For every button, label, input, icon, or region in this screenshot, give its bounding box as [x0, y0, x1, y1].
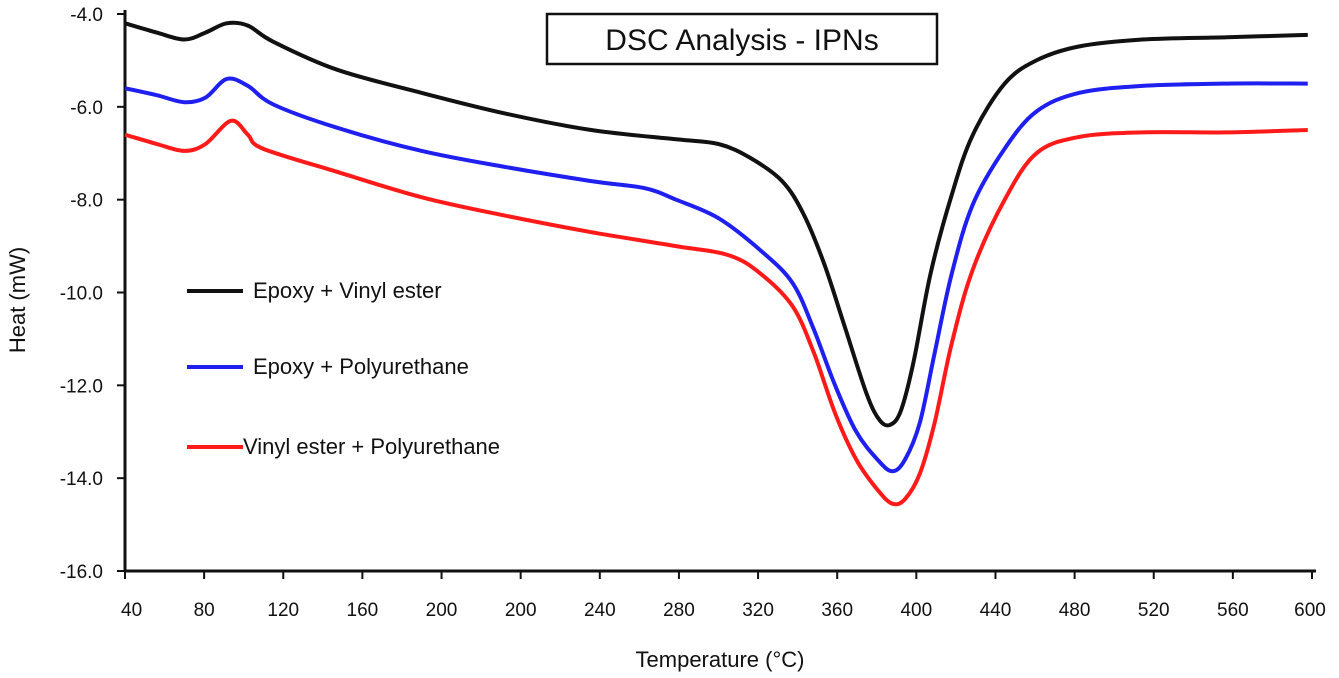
x-tick-label: 400	[900, 600, 932, 621]
legend-label-vinyl-ester-polyurethane: Vinyl ester + Polyurethane	[243, 434, 500, 459]
legend-label-epoxy-polyurethane: Epoxy + Polyurethane	[253, 354, 469, 379]
x-tick-label: 160	[347, 600, 379, 621]
x-tick-label: 40	[121, 600, 142, 621]
y-tick-label: -4.0	[70, 5, 103, 26]
series-layer	[124, 20, 1308, 507]
y-axis-title: Heat (mW)	[5, 247, 30, 353]
x-axis-ticks: 40 80 120 160 200 200 240 280 320 360 400 440 480 520…	[121, 571, 1326, 621]
x-tick-label: 200	[426, 600, 458, 621]
y-tick-label: -12.0	[60, 376, 103, 397]
series-line-epoxy-polyurethane	[124, 76, 1308, 474]
y-tick-label: -16.0	[60, 562, 103, 583]
x-tick-label: 240	[584, 600, 616, 621]
x-tick-label: 120	[267, 600, 299, 621]
y-tick-label: -8.0	[70, 191, 103, 212]
legend: Epoxy + Vinyl ester Epoxy + Polyurethane…	[187, 278, 500, 459]
x-tick-label: 200	[505, 600, 537, 621]
x-tick-label: 360	[821, 600, 853, 621]
x-tick-label: 320	[742, 600, 774, 621]
series-line-epoxy-vinyl-ester	[124, 20, 1308, 428]
x-tick-label: 520	[1138, 600, 1170, 621]
y-tick-label: -10.0	[60, 284, 103, 305]
y-tick-label: -6.0	[70, 98, 103, 119]
y-tick-label: -14.0	[60, 469, 103, 490]
x-axis-title: Temperature (°C)	[636, 647, 805, 672]
x-tick-label: 480	[1059, 600, 1091, 621]
x-tick-label: 560	[1217, 600, 1249, 621]
chart-title: DSC Analysis - IPNs	[605, 24, 878, 57]
x-tick-label: 280	[663, 600, 695, 621]
legend-label-epoxy-vinyl-ester: Epoxy + Vinyl ester	[253, 278, 442, 303]
y-axis-ticks: -4.0 -6.0 -8.0 -10.0 -12.0 -14.0 -16.0	[60, 5, 125, 583]
x-tick-label: 80	[194, 600, 215, 621]
chart-title-box	[545, 12, 939, 66]
series-line-vinyl-ester-polyurethane	[124, 118, 1308, 507]
x-tick-label: 440	[980, 600, 1012, 621]
x-tick-label: 600	[1294, 600, 1326, 621]
